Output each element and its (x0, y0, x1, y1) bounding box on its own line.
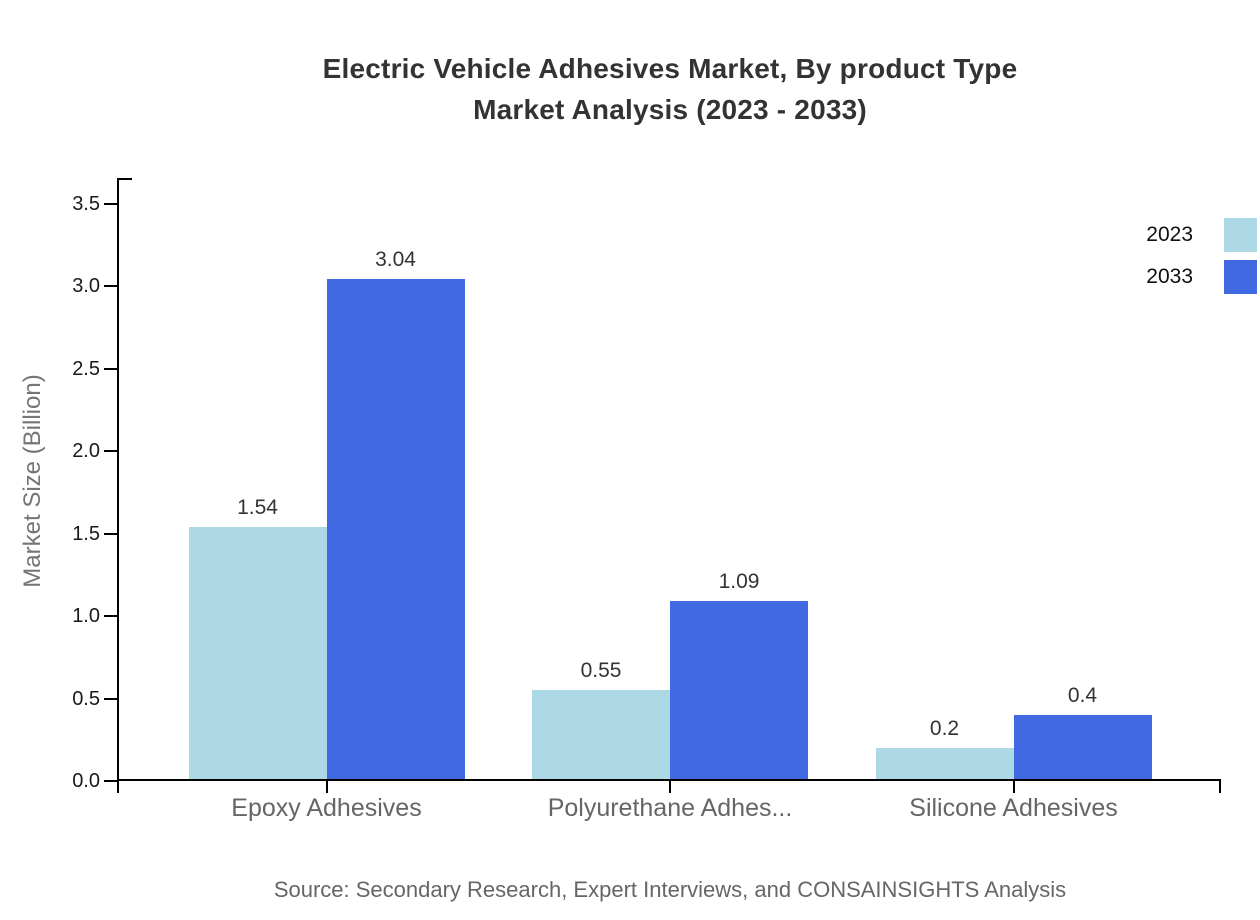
y-tick-label: 2.0 (72, 440, 100, 462)
y-tick (104, 450, 117, 452)
x-tick (1012, 781, 1015, 793)
value-label: 0.2 (929, 717, 960, 740)
chart-title-line2: Market Analysis (2023 - 2033) (473, 94, 867, 125)
chart-title-line1: Electric Vehicle Adhesives Market, By pr… (322, 53, 1018, 84)
y-tick-label: 1.5 (72, 522, 100, 545)
y-axis-line (117, 178, 119, 781)
y-tick-label: 0.5 (72, 687, 100, 710)
value-label: 1.54 (237, 495, 278, 519)
y-axis-title: Market Size (Billion) (19, 374, 46, 588)
value-label: 0.55 (580, 659, 622, 683)
y-tick-label: 3.5 (72, 192, 100, 215)
value-label: 1.09 (718, 570, 760, 594)
legend: 2023 2033 (1146, 218, 1257, 294)
y-tick-label: 3.0 (72, 275, 100, 297)
y-tick-label: 0.0 (72, 770, 100, 792)
x-axis-start-tick (117, 781, 119, 793)
y-axis-cap-tick (119, 178, 132, 180)
y-tick (104, 532, 117, 535)
y-tick (104, 285, 117, 287)
value-label: 3.04 (375, 248, 416, 272)
legend-label: 2023 (1146, 223, 1193, 246)
category-label: Silicone Adhesives (909, 794, 1118, 822)
x-axis-end-tick (1219, 781, 1221, 793)
x-axis-line (117, 779, 1221, 781)
bar-2023[interactable] (875, 748, 1014, 781)
legend-swatch (1224, 260, 1257, 294)
x-tick (669, 781, 671, 793)
y-tick-label: 1.0 (72, 605, 100, 627)
legend-item-2023[interactable]: 2023 (1146, 218, 1257, 252)
y-tick (104, 697, 117, 700)
bar-2023[interactable] (532, 690, 670, 781)
bar-2033[interactable] (1013, 715, 1152, 781)
legend-swatch (1224, 218, 1257, 252)
source-note: Source: Secondary Research, Expert Inter… (273, 877, 1067, 902)
y-tick-label: 2.5 (72, 357, 100, 380)
x-tick (325, 781, 328, 793)
value-label: 0.4 (1067, 684, 1098, 707)
category-label: Polyurethane Adhes... (547, 794, 793, 822)
y-tick (104, 367, 117, 370)
bar-2033[interactable] (670, 601, 808, 781)
bar-2033[interactable] (326, 279, 465, 781)
y-tick (104, 615, 117, 617)
legend-item-2033[interactable]: 2033 (1146, 260, 1257, 294)
y-tick (104, 202, 117, 205)
bar-2023[interactable] (188, 526, 327, 781)
legend-label: 2033 (1146, 265, 1193, 288)
y-tick (104, 780, 117, 782)
chart-title: Electric Vehicle Adhesives Market, By pr… (80, 48, 1260, 130)
category-label: Epoxy Adhesives (231, 794, 422, 822)
